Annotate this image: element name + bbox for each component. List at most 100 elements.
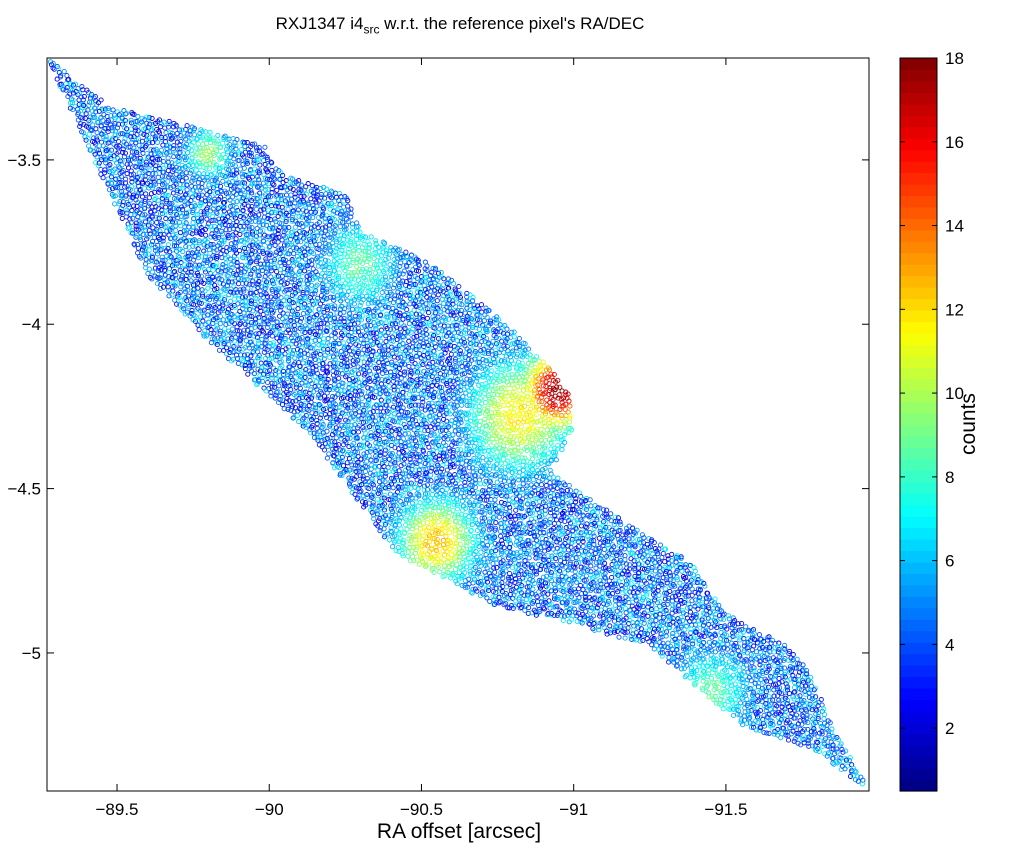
data-point [238, 276, 244, 282]
data-point [166, 163, 173, 169]
data-point [165, 124, 172, 130]
data-point [165, 242, 171, 248]
data-point [390, 544, 396, 550]
data-point [198, 314, 204, 320]
data-point [269, 333, 276, 339]
data-point [219, 277, 225, 283]
data-point [161, 184, 168, 190]
data-point [204, 192, 210, 198]
data-point [105, 129, 111, 135]
data-point [137, 162, 143, 168]
data-point [196, 192, 202, 198]
data-point [416, 351, 423, 357]
data-point [173, 280, 179, 286]
data-point [149, 140, 156, 146]
data-point [158, 152, 164, 158]
data-point [171, 205, 177, 211]
data-point [205, 221, 211, 227]
data-point [207, 129, 213, 135]
data-point [184, 123, 190, 129]
data-point [201, 211, 207, 217]
data-point [332, 230, 338, 236]
data-point [152, 259, 158, 265]
data-point [163, 216, 169, 222]
data-point [107, 162, 113, 168]
data-point [405, 334, 411, 340]
data-point [154, 219, 160, 226]
data-point [142, 224, 148, 230]
data-point [204, 177, 210, 183]
data-point [153, 171, 159, 177]
data-point [132, 242, 138, 248]
data-point [146, 195, 152, 201]
data-point [146, 170, 152, 177]
data-point [79, 84, 85, 90]
data-point [95, 120, 101, 126]
data-point [406, 338, 412, 344]
data-point [172, 283, 178, 289]
data-point [191, 140, 197, 146]
data-point [188, 272, 194, 278]
data-point [161, 187, 167, 193]
data-point [395, 298, 401, 305]
data-point [197, 203, 203, 209]
data-point [317, 277, 323, 283]
data-point [272, 264, 278, 270]
data-point [217, 321, 223, 327]
data-point [85, 107, 91, 113]
data-point [331, 297, 337, 303]
data-point [191, 238, 197, 244]
data-point [100, 107, 107, 113]
data-point [426, 444, 432, 450]
data-point [186, 304, 192, 310]
data-point [124, 126, 130, 132]
data-point [189, 250, 195, 256]
data-point [143, 159, 149, 165]
data-point [196, 238, 202, 244]
data-point [359, 395, 365, 402]
data-point [191, 132, 198, 138]
data-point [170, 168, 176, 174]
data-point [132, 181, 138, 187]
data-point [195, 211, 201, 218]
data-point [112, 201, 118, 207]
data-point [175, 146, 181, 152]
data-point [168, 185, 174, 191]
data-point [192, 313, 198, 319]
data-point [159, 134, 165, 140]
data-point [128, 130, 135, 136]
data-point [194, 145, 200, 151]
data-point [198, 273, 204, 279]
data-point [119, 169, 125, 175]
data-point [377, 528, 383, 534]
data-point [161, 152, 167, 158]
data-point [107, 139, 113, 146]
data-point [313, 411, 319, 417]
data-point [390, 485, 396, 491]
data-point [75, 111, 81, 118]
data-point [120, 131, 126, 137]
data-point [70, 107, 76, 113]
data-point [117, 199, 123, 205]
data-point [134, 175, 140, 181]
scatter-points [47, 59, 866, 787]
data-point [195, 305, 201, 311]
data-point [200, 159, 206, 165]
data-point [184, 227, 190, 233]
data-point [152, 247, 158, 253]
data-point [152, 120, 159, 126]
data-point [111, 112, 117, 118]
data-point [257, 162, 263, 168]
data-point [138, 255, 144, 261]
data-point [332, 335, 338, 341]
data-point [340, 463, 347, 469]
data-point [202, 328, 208, 334]
data-point [180, 281, 186, 287]
data-point [95, 163, 101, 169]
data-point [158, 285, 164, 292]
data-point [149, 269, 155, 275]
data-point [153, 146, 159, 152]
data-point [191, 206, 197, 212]
data-point [171, 211, 177, 218]
data-point [177, 289, 183, 295]
